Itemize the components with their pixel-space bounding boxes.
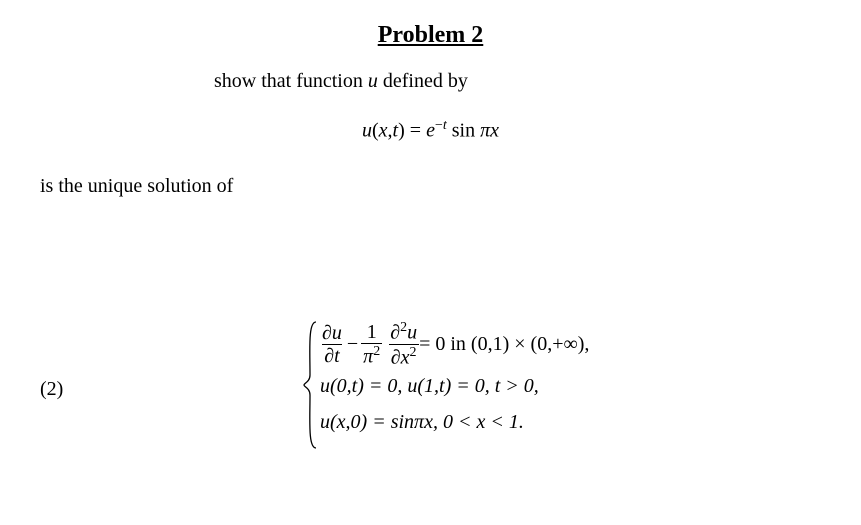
partial: ∂ (322, 322, 332, 344)
one-over-pi2: 1 π2 (361, 322, 382, 367)
pi: π (414, 411, 424, 434)
equation-number: (2) (40, 378, 63, 401)
page: Problem 2 show that function u defined b… (0, 0, 861, 525)
u: u (332, 322, 342, 344)
sq: 2 (410, 345, 417, 360)
problem-title: Problem 2 (0, 22, 861, 49)
pi: π (480, 120, 490, 142)
intro-line: show that function u defined by (214, 70, 468, 93)
u: u (407, 322, 417, 344)
pi: π (363, 345, 373, 367)
d2u-dx2: ∂2u ∂x2 (388, 321, 419, 367)
t: t (334, 345, 340, 367)
exponent: −t (435, 118, 447, 133)
ic-row: u(x,0) = sin πx, 0 < x < 1. (320, 404, 589, 440)
text: show that function (214, 70, 368, 92)
sq: 2 (373, 344, 380, 359)
one: 1 (365, 322, 379, 343)
var-u: u (368, 70, 378, 92)
partial: ∂ (324, 345, 334, 367)
bc-text: u(0,t) = 0, u(1,t) = 0, t > 0, (320, 375, 539, 398)
pde-row: ∂u ∂t − 1 π2 ∂2u ∂x2 = 0 in (0,1) × (0,+… (320, 320, 589, 368)
x: x (490, 120, 499, 142)
bc-row: u(0,t) = 0, u(1,t) = 0, t > 0, (320, 368, 589, 404)
partial: ∂ (391, 346, 401, 368)
pde-system: ∂u ∂t − 1 π2 ∂2u ∂x2 = 0 in (0,1) × (0,+… (320, 320, 589, 440)
definition-equation: u(x,t) = e−t sin πx (0, 118, 861, 143)
partial: ∂ (390, 322, 400, 344)
ic-text-b: x, 0 < x < 1. (424, 411, 524, 434)
x: x (379, 120, 388, 142)
equals: = (405, 120, 426, 142)
ic-text-a: u(x,0) = sin (320, 411, 414, 434)
text: defined by (378, 70, 468, 92)
sin: sin (447, 120, 480, 142)
minus: − (435, 118, 443, 133)
domain-text: = 0 in (0,1) × (0,+∞), (419, 333, 589, 356)
unique-solution-line: is the unique solution of (40, 175, 233, 198)
left-brace-icon (302, 320, 320, 450)
x: x (401, 346, 410, 368)
du-dt: ∂u ∂t (320, 323, 344, 366)
u: u (362, 120, 372, 142)
open-paren: ( (372, 120, 379, 142)
e: e (426, 120, 435, 142)
minus: − (344, 333, 361, 356)
close-paren: ) (398, 120, 405, 142)
